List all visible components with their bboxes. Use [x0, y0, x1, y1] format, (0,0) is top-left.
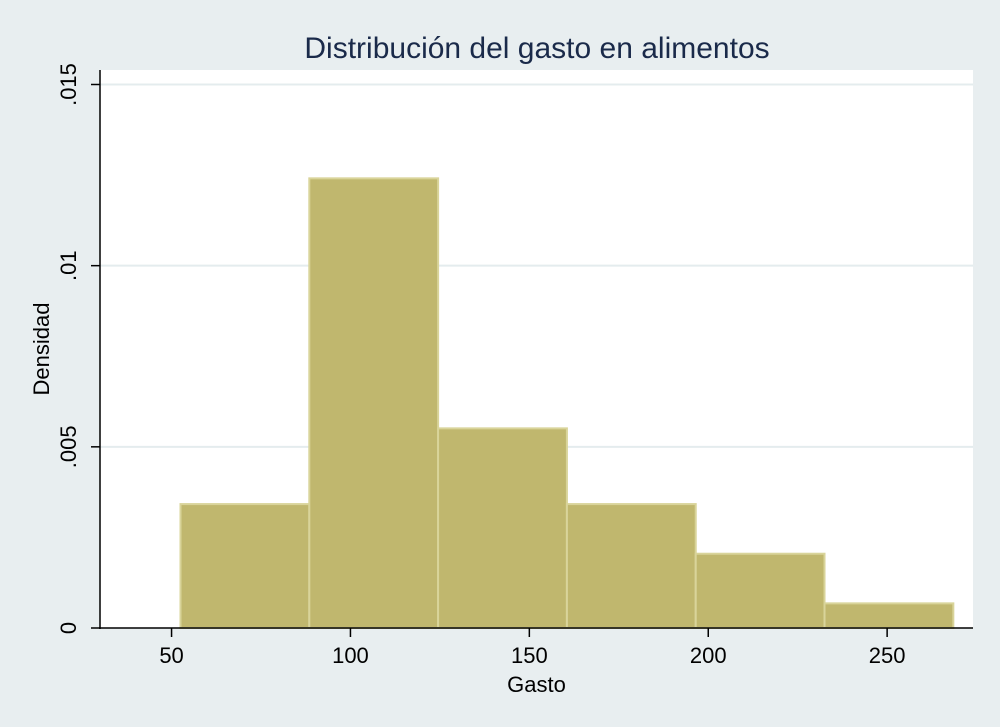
x-tick-label: 100 — [332, 643, 369, 668]
x-tick-label: 50 — [159, 643, 183, 668]
chart-title: Distribución del gasto en alimentos — [304, 32, 769, 65]
histogram-bar — [823, 602, 955, 629]
x-tick-label: 250 — [869, 643, 906, 668]
axes — [91, 70, 973, 637]
x-axis-title: Gasto — [507, 672, 566, 697]
y-tick-label: .015 — [56, 63, 81, 106]
y-tick-label: .01 — [56, 250, 81, 281]
y-tick-label: .005 — [56, 425, 81, 468]
histogram-bar — [179, 503, 311, 629]
bars — [179, 177, 955, 630]
histogram-bar — [308, 177, 440, 629]
tick-labels: 50 100 150 200 250 0 .005 .01 .015 — [56, 63, 905, 668]
histogram-bar — [694, 552, 826, 629]
y-axis-title: Densidad — [29, 303, 54, 396]
histogram-bar — [565, 503, 697, 629]
histogram-bar — [437, 427, 568, 630]
x-tick-label: 150 — [511, 643, 548, 668]
x-tick-label: 200 — [690, 643, 727, 668]
y-tick-label: 0 — [56, 622, 81, 634]
